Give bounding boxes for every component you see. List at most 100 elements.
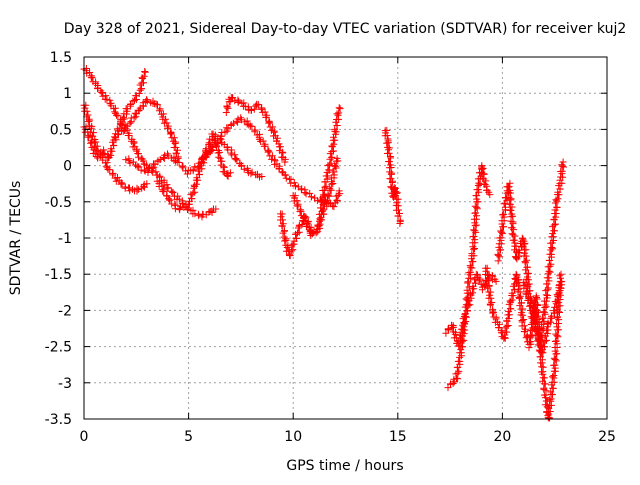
data-point [486, 301, 494, 309]
data-point [279, 229, 287, 237]
data-point [551, 356, 559, 363]
data-point [121, 126, 129, 134]
data-point [547, 401, 555, 409]
data-point [545, 267, 553, 275]
data-point [525, 338, 533, 345]
data-point [167, 129, 175, 137]
grid-lines [84, 57, 607, 419]
data-point [549, 384, 557, 392]
data-point [544, 411, 552, 419]
data-point [86, 69, 94, 76]
data-point [448, 324, 456, 332]
data-point [306, 189, 314, 197]
x-tick-label: 5 [184, 429, 193, 445]
data-point [266, 118, 274, 126]
data-point [152, 168, 160, 176]
y-tick-label: 1 [63, 86, 72, 102]
data-point [118, 180, 126, 188]
data-point [245, 121, 253, 129]
data-point [318, 198, 326, 205]
data-point [511, 232, 519, 240]
data-point [519, 311, 527, 319]
data-point [279, 216, 287, 224]
data-point [205, 139, 213, 147]
data-series-group [153, 130, 234, 214]
data-point [261, 108, 269, 116]
data-point [453, 374, 460, 382]
data-point [537, 359, 545, 367]
data-point [101, 150, 109, 158]
data-point [114, 112, 122, 120]
data-point [115, 130, 122, 138]
data-point [254, 101, 262, 108]
data-point [126, 119, 134, 127]
data-point [519, 305, 527, 313]
data-point [164, 184, 172, 192]
data-point [500, 210, 508, 218]
y-tick-label: -3 [58, 376, 72, 392]
data-point [84, 118, 92, 126]
data-point [330, 147, 337, 155]
data-point [195, 212, 203, 220]
data-point [449, 380, 457, 387]
data-point [483, 264, 491, 272]
data-point [129, 97, 137, 105]
data-point [497, 234, 505, 242]
data-point [287, 179, 295, 187]
data-point [466, 262, 474, 270]
data-point [333, 197, 341, 205]
data-point [269, 123, 277, 131]
data-point [508, 224, 516, 232]
data-point [164, 124, 172, 132]
data-point [494, 250, 502, 258]
data-point [278, 222, 286, 230]
data-point [391, 192, 399, 199]
data-point [539, 308, 547, 316]
data-point [325, 166, 333, 174]
data-point [133, 162, 141, 170]
data-point [387, 154, 395, 162]
data-point [85, 133, 93, 141]
data-point [87, 139, 95, 147]
data-point [334, 191, 342, 199]
data-point [103, 96, 111, 104]
data-point [525, 295, 533, 303]
data-point [335, 104, 343, 112]
data-point [454, 357, 462, 365]
data-point [106, 166, 114, 174]
data-point [159, 110, 167, 118]
data-point [471, 236, 479, 244]
data-point [265, 147, 273, 155]
data-point [541, 380, 549, 388]
x-axis-label: GPS time / hours [286, 458, 403, 474]
data-point [553, 203, 561, 211]
data-point [489, 309, 496, 317]
y-tick-label: 0.5 [50, 122, 72, 138]
data-point [539, 314, 547, 322]
data-point [198, 165, 206, 173]
data-point [522, 246, 530, 254]
data-point [492, 315, 500, 323]
data-point [473, 186, 481, 194]
data-point [143, 180, 151, 188]
data-point [455, 367, 463, 375]
data-point [538, 349, 546, 357]
data-point [521, 328, 529, 336]
data-point [502, 328, 510, 336]
data-point [504, 311, 512, 319]
data-point [134, 150, 142, 157]
data-point [529, 313, 537, 321]
data-point [294, 229, 301, 237]
data-point [295, 228, 303, 236]
data-point [227, 149, 235, 157]
data-point [331, 162, 339, 170]
data-point [558, 162, 566, 170]
data-point [140, 79, 147, 87]
data-point [117, 119, 124, 127]
data-point [203, 149, 211, 157]
data-point [521, 259, 529, 267]
data-point [112, 177, 120, 185]
data-point [320, 191, 328, 199]
data-point [519, 235, 527, 243]
